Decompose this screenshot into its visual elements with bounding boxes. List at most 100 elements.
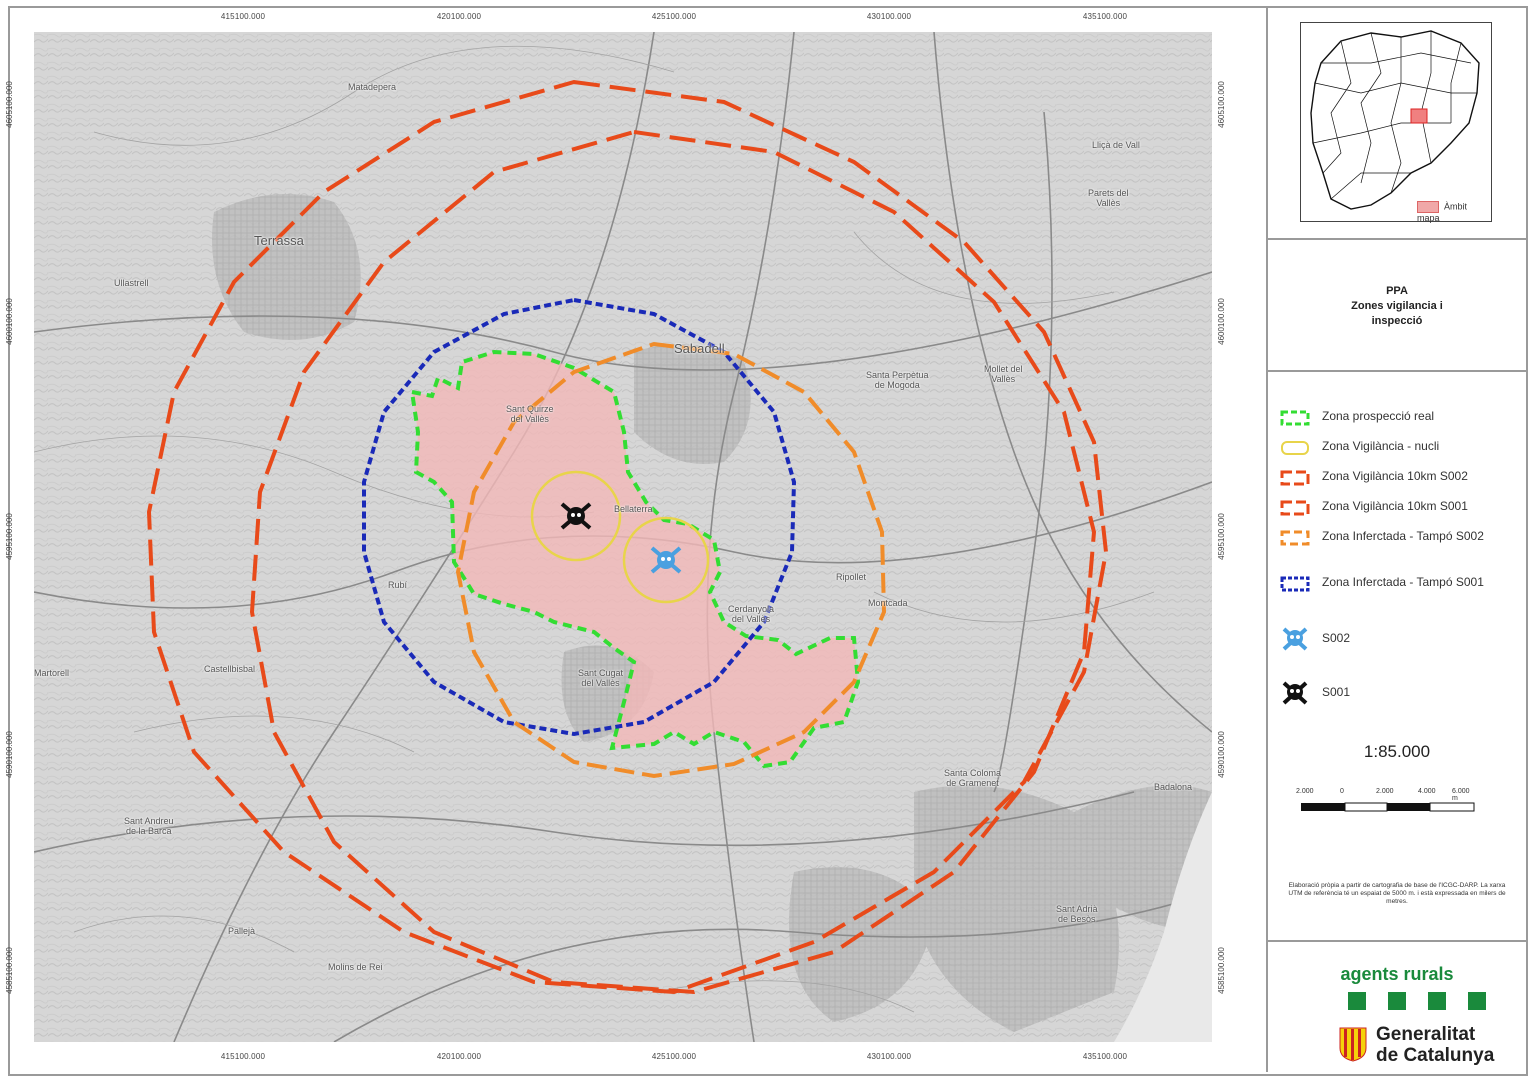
- coord-y-right-4: 4590100.000: [1216, 731, 1226, 778]
- locator-swatch: [1417, 201, 1439, 213]
- locator-box: Àmbit mapa: [1268, 6, 1526, 240]
- legend-label: Zona Inferctada - Tampó S001: [1322, 575, 1484, 589]
- title-line-3: inspecció: [1371, 315, 1423, 327]
- place-label: Sant Cugat del Vallès: [578, 668, 624, 688]
- title-line-2: Zones vigilancia i: [1351, 300, 1443, 312]
- scale-ratio: 1:85.000: [1363, 742, 1431, 761]
- scale-bar: 2.000 0 2.000 4.000 6.000 m: [1296, 788, 1475, 818]
- infected-area[interactable]: [409, 349, 861, 769]
- generalitat-line-2: de Catalunya: [1376, 1045, 1495, 1066]
- scale-tick: 0: [1340, 788, 1344, 795]
- coord-y-left-5: 4585100.000: [4, 947, 14, 994]
- urban-areas: [212, 194, 1212, 1032]
- skull-blue-icon: [1282, 627, 1308, 651]
- place-label: Sant Adrià de Besòs: [1056, 904, 1098, 924]
- title-line-1: PPA: [1386, 285, 1408, 297]
- coord-y-left-4: 4590100.000: [4, 731, 14, 778]
- place-label: Pallejà: [228, 926, 256, 936]
- sea: [1114, 792, 1212, 1042]
- coord-x-top-5: 435100.000: [1082, 12, 1128, 21]
- coord-x-bottom-4: 430100.000: [866, 1052, 912, 1061]
- scale-tick: 6.000 m: [1452, 788, 1470, 802]
- coord-y-right-3: 4595100.000: [1216, 513, 1226, 560]
- locator-map[interactable]: Àmbit mapa: [1300, 22, 1492, 223]
- place-label: Ripollet: [836, 572, 867, 582]
- agents-logo-square: [1428, 992, 1446, 1010]
- coord-y-right-5: 4585100.000: [1216, 947, 1226, 994]
- place-label: Montcada: [868, 598, 908, 608]
- s002-skull-icon[interactable]: [650, 546, 682, 574]
- coord-x-bottom-3: 425100.000: [651, 1052, 697, 1061]
- legend-label: Zona Vigilància - nucli: [1322, 439, 1440, 453]
- logos-box: agents rurals Generalitat de Catalunya: [1268, 942, 1526, 1072]
- coord-x-top-4: 430100.000: [866, 12, 912, 21]
- locator-legend: Àmbit mapa: [1417, 201, 1491, 223]
- place-label: Parets del Vallès: [1088, 188, 1129, 208]
- s001-skull-icon[interactable]: [560, 502, 592, 530]
- credits-text: Elaboració pròpia a partir de cartografi…: [1288, 882, 1506, 905]
- place-label: Sant Quirze del Vallès: [506, 404, 554, 424]
- coord-x-bottom-5: 435100.000: [1082, 1052, 1128, 1061]
- place-label: Molins de Rei: [328, 962, 383, 972]
- place-label: Terrassa: [254, 233, 304, 248]
- nucleus-swatch-icon: [1281, 441, 1309, 455]
- legend-box: Zona prospecció real Zona Vigilància - n…: [1268, 372, 1526, 942]
- place-label: Badalona: [1154, 782, 1193, 792]
- agents-logo-square: [1468, 992, 1486, 1010]
- legend-label: Zona prospecció real: [1322, 409, 1435, 423]
- buffer-s002[interactable]: [455, 341, 887, 779]
- scale-tick: 2.000: [1296, 788, 1314, 795]
- scale-bar-graphic: [1301, 802, 1475, 812]
- agents-rurals-logo: agents rurals: [1340, 964, 1454, 984]
- place-label: Santa Perpètua de Mogoda: [866, 370, 929, 390]
- legend-label: S001: [1322, 685, 1351, 699]
- legend-label: Zona Vigilància 10km S001: [1322, 499, 1468, 513]
- nucleus-s002[interactable]: [622, 516, 710, 604]
- generalitat-line-1: Generalitat: [1376, 1024, 1476, 1045]
- locator-legend-label: Àmbit mapa: [1417, 201, 1468, 223]
- place-label: Bellaterra: [614, 504, 653, 514]
- coord-y-right-1: 4605100.000: [1216, 81, 1226, 128]
- coord-y-left-1: 4605100.000: [4, 81, 14, 128]
- generalitat-logo-text: Generalitat de Catalunya: [1376, 1024, 1494, 1066]
- coord-x-bottom-2: 420100.000: [436, 1052, 482, 1061]
- place-label: Sant Andreu de la Barca: [124, 816, 174, 836]
- title-box: PPA Zones vigilancia i inspecció: [1268, 240, 1526, 372]
- map-canvas[interactable]: Terrassa Matadepera Sabadell Sant Quirze…: [34, 32, 1212, 1042]
- agents-logo-square: [1348, 992, 1366, 1010]
- vigilance-10km-s002[interactable]: [249, 129, 1097, 995]
- coord-x-top-2: 420100.000: [436, 12, 482, 21]
- coord-y-left-2: 4600100.000: [4, 298, 14, 345]
- place-label: Santa Coloma de Gramenet: [944, 768, 1002, 788]
- buffer-s001[interactable]: [362, 297, 797, 737]
- place-label: Martorell: [34, 668, 70, 678]
- coord-x-bottom-1: 415100.000: [220, 1052, 266, 1061]
- catalonia-map-icon: [1310, 30, 1480, 210]
- place-label: Ullastrell: [114, 278, 149, 288]
- side-panel: Àmbit mapa PPA Zones vigilancia i inspec…: [1266, 6, 1526, 1072]
- prospection-swatch-icon: [1280, 410, 1310, 426]
- agents-logo-square: [1388, 992, 1406, 1010]
- coord-x-top-1: 415100.000: [220, 12, 266, 21]
- map-svg[interactable]: [34, 32, 1212, 1042]
- nucleus-s001[interactable]: [530, 470, 622, 562]
- skull-black-icon: [1282, 681, 1308, 705]
- roads: [34, 32, 1212, 1042]
- coord-x-top-3: 425100.000: [651, 12, 697, 21]
- place-label: Matadepera: [348, 82, 397, 92]
- legend-label: S002: [1322, 631, 1351, 645]
- place-label: Sabadell: [674, 341, 725, 356]
- place-label: Rubí: [388, 580, 408, 590]
- buffer-s002-swatch-icon: [1280, 530, 1310, 546]
- coord-y-left-3: 4595100.000: [4, 513, 14, 560]
- place-label: Lliçà de Vall: [1092, 140, 1140, 150]
- buffer-s001-swatch-icon: [1280, 576, 1310, 592]
- vig-s001-swatch-icon: [1280, 500, 1310, 516]
- generalitat-shield-icon: [1339, 1027, 1367, 1062]
- place-label: Cerdanyola del Vallès: [728, 604, 775, 624]
- legend-label: Zona Vigilància 10km S002: [1322, 469, 1468, 483]
- place-label: Castellbisbal: [204, 664, 256, 674]
- coord-y-right-2: 4600100.000: [1216, 298, 1226, 345]
- vig-s002-swatch-icon: [1280, 470, 1310, 486]
- scale-tick: 2.000: [1376, 788, 1394, 795]
